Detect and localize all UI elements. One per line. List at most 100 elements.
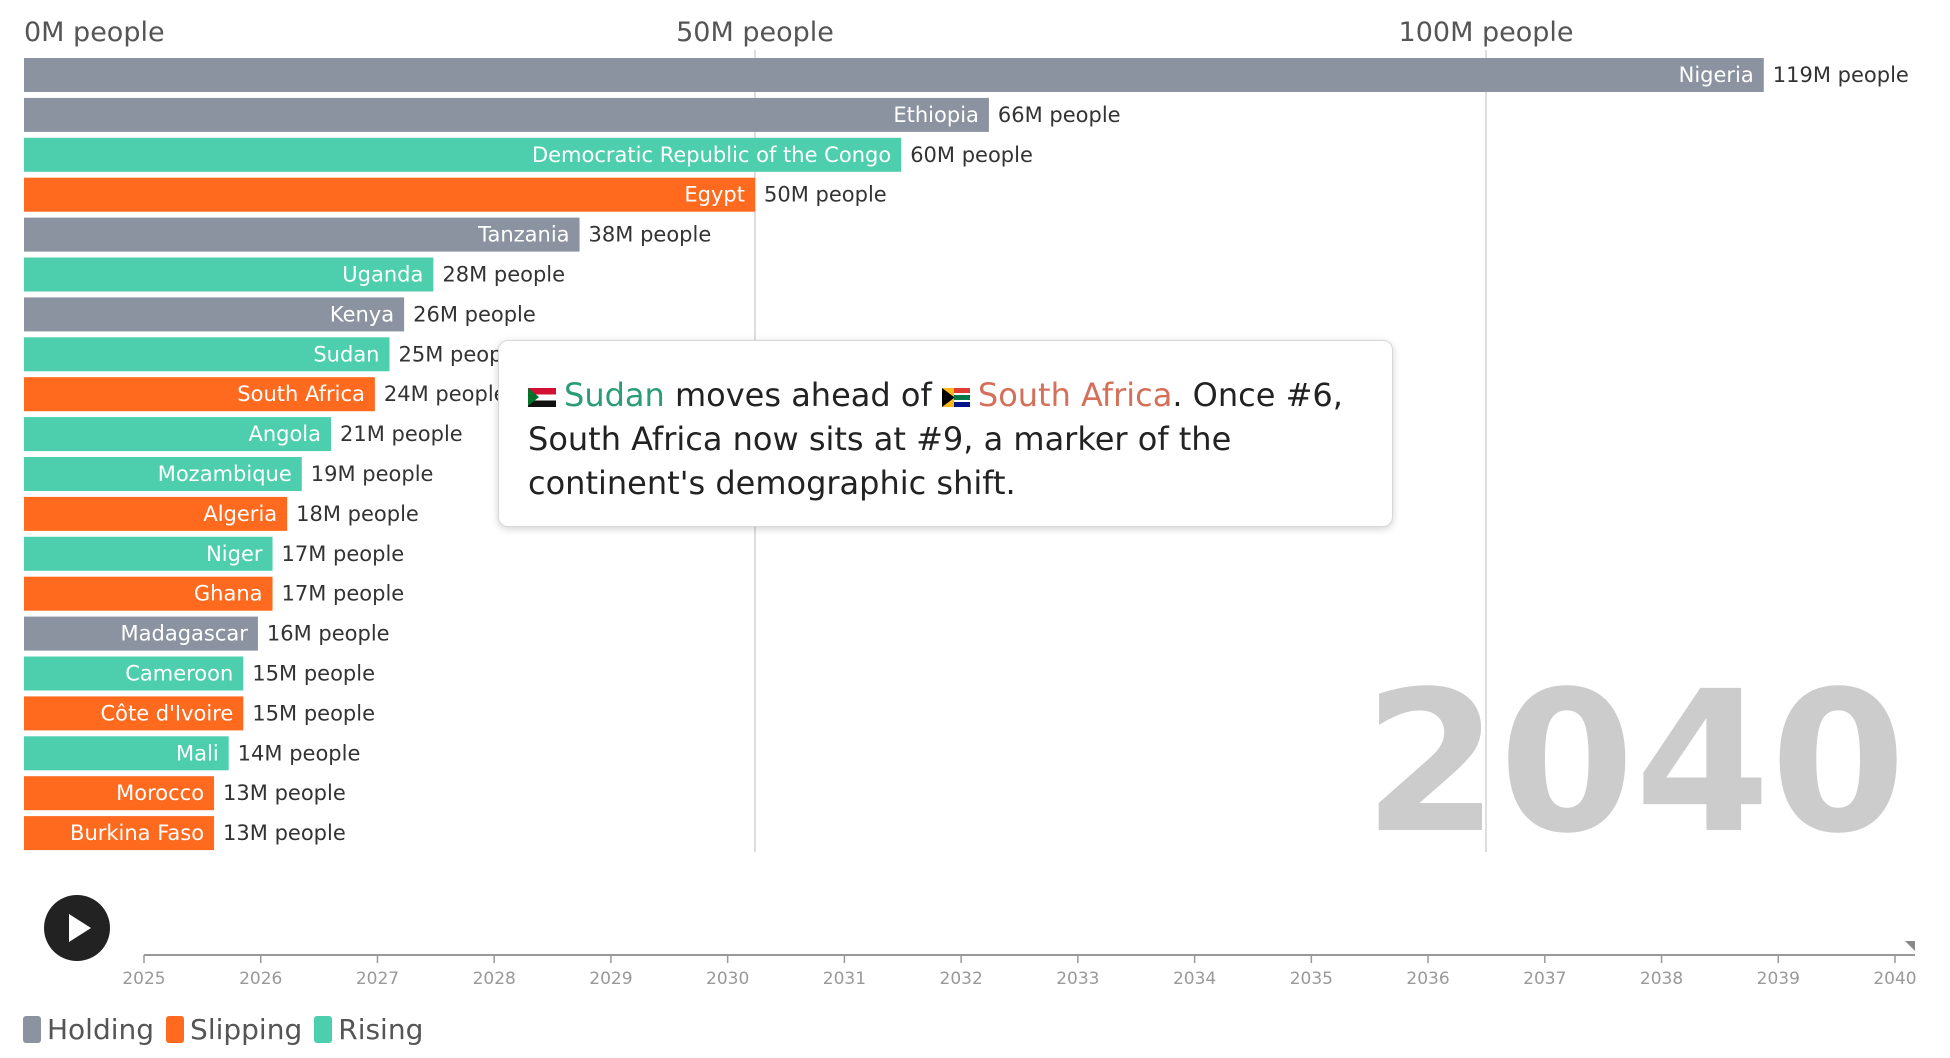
legend-item-rising[interactable]: Rising (314, 1013, 423, 1046)
bar-label: Nigeria (1679, 63, 1754, 87)
timeline-year-label: 2029 (589, 969, 632, 989)
bar-mozambique (24, 457, 302, 491)
value-label: 66M people (998, 103, 1121, 127)
x-tick-label: 50M people (676, 17, 834, 48)
play-icon (69, 914, 91, 942)
value-label: 19M people (311, 462, 434, 486)
bar-egypt (24, 177, 755, 212)
bar-label: Democratic Republic of the Congo (532, 143, 891, 167)
value-label: 50M people (764, 183, 887, 207)
bar-label: Morocco (116, 781, 204, 805)
value-label: 119M people (1773, 63, 1909, 87)
timeline-year-label: 2040 (1873, 969, 1916, 989)
annotation-text-2: . Once #6, South Africa now sits at #9, … (528, 376, 1343, 502)
timeline-year-label: 2038 (1640, 969, 1683, 989)
bar-ghana (24, 576, 273, 611)
bar-label: Madagascar (121, 622, 249, 646)
bar-label: Tanzania (477, 223, 569, 247)
bar-kenya (24, 297, 405, 332)
value-label: 24M people (384, 382, 507, 406)
bar-south-africa (24, 377, 375, 412)
timeline-handle[interactable] (1905, 941, 1915, 951)
legend: Holding Slipping Rising (23, 1013, 423, 1046)
bar-burkina-faso (24, 816, 215, 851)
value-label: 13M people (223, 781, 346, 805)
value-label: 14M people (238, 741, 361, 765)
bar-morocco (24, 776, 215, 811)
play-button[interactable] (44, 895, 110, 961)
bar-c-te-d-ivoire (24, 696, 244, 731)
timeline-year-label: 2034 (1173, 969, 1216, 989)
timeline-year-label: 2025 (122, 969, 165, 989)
bar-label: Angola (248, 422, 321, 446)
timeline-year-label: 2036 (1406, 969, 1449, 989)
bar-label: South Africa (237, 382, 365, 406)
value-label: 16M people (267, 622, 390, 646)
value-label: 18M people (296, 502, 419, 526)
bar-label: Niger (206, 542, 263, 566)
value-label: 38M people (589, 223, 712, 247)
bar-label: Sudan (313, 342, 379, 366)
bar-label: Mali (176, 741, 219, 765)
value-label: 15M people (252, 662, 375, 686)
timeline-year-label: 2039 (1757, 969, 1800, 989)
timeline-year-label: 2032 (940, 969, 983, 989)
bar-label: Ethiopia (893, 103, 979, 127)
bar-label: Côte d'Ivoire (100, 701, 233, 725)
timeline-year-label: 2026 (239, 969, 282, 989)
timeline-year-label: 2035 (1290, 969, 1333, 989)
x-tick-label: 0M people (24, 17, 165, 48)
timeline-year-label: 2027 (356, 969, 399, 989)
bar-niger (24, 536, 273, 571)
bar-cameroon (24, 656, 244, 691)
value-label: 17M people (282, 582, 405, 606)
timeline-year-label: 2028 (473, 969, 516, 989)
legend-item-holding[interactable]: Holding (23, 1013, 154, 1046)
timeline-year-label: 2033 (1056, 969, 1099, 989)
bar-label: Burkina Faso (70, 821, 204, 845)
bar-nigeria (24, 58, 1764, 92)
bar-label: Egypt (684, 183, 745, 207)
annotation-country-b: South Africa (977, 376, 1173, 414)
legend-item-slipping[interactable]: Slipping (166, 1013, 302, 1046)
bar-democratic-republic-of-the-congo (24, 137, 902, 172)
bar-uganda (24, 257, 434, 292)
legend-swatch-slipping (166, 1016, 185, 1043)
bar-label: Kenya (330, 302, 394, 326)
south-africa-flag-icon (941, 388, 970, 407)
value-label: 26M people (413, 302, 536, 326)
bar-label: Algeria (203, 502, 277, 526)
legend-label-rising: Rising (338, 1013, 424, 1046)
bar-angola (24, 417, 332, 452)
legend-swatch-rising (314, 1016, 333, 1043)
bar-mali (24, 736, 229, 771)
sudan-flag-icon (528, 388, 556, 407)
timeline-year-label: 2031 (823, 969, 866, 989)
legend-swatch-holding (23, 1016, 41, 1043)
annotation-text-1: moves ahead of (664, 376, 942, 414)
value-label: 21M people (340, 422, 463, 446)
timeline-year-label: 2037 (1523, 969, 1566, 989)
bar-algeria (24, 496, 288, 531)
value-label: 13M people (223, 821, 346, 845)
bar-label: Uganda (342, 263, 423, 287)
annotation-country-a: Sudan (564, 376, 665, 414)
value-label: 15M people (252, 701, 375, 725)
year-watermark: 2040 (1363, 649, 1906, 876)
bar-label: Mozambique (158, 462, 292, 486)
value-label: 17M people (282, 542, 405, 566)
legend-label-holding: Holding (47, 1013, 155, 1046)
bar-ethiopia (24, 97, 989, 132)
bar-tanzania (24, 217, 580, 252)
bar-madagascar (24, 616, 258, 651)
value-label: 28M people (442, 263, 565, 287)
annotation-callout: Sudan moves ahead of South Africa. Once … (498, 340, 1393, 527)
bar-label: Ghana (194, 582, 263, 606)
bar-sudan (24, 337, 390, 372)
legend-label-slipping: Slipping (190, 1013, 303, 1046)
bar-label: Cameroon (125, 662, 233, 686)
timeline-year-label: 2030 (706, 969, 749, 989)
value-label: 60M people (910, 143, 1033, 167)
x-tick-label: 100M people (1399, 17, 1574, 48)
